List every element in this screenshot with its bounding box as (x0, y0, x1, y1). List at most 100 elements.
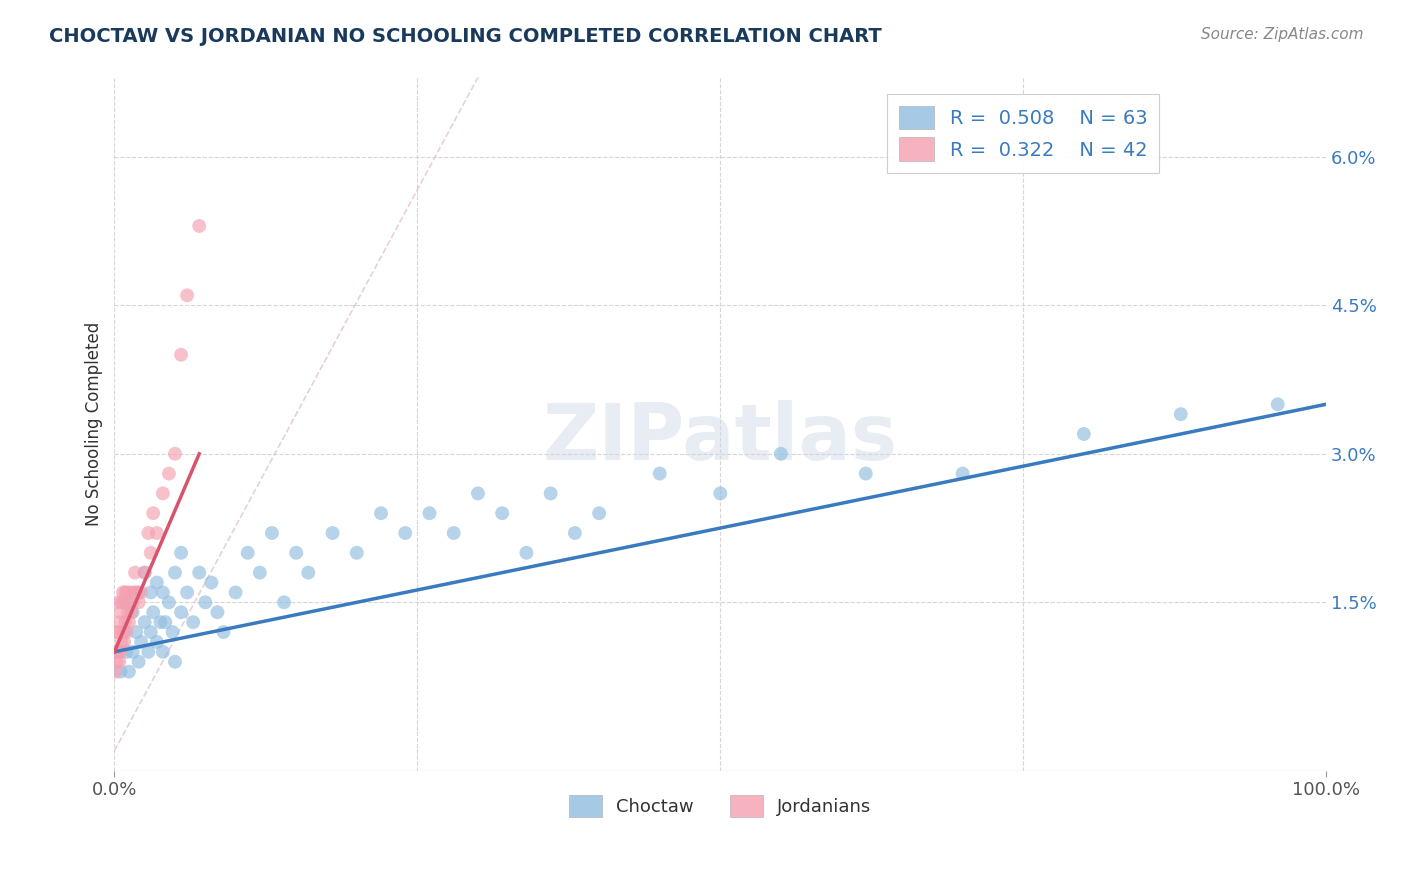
Point (138, 645, 160, 659)
Point (107, 595, 129, 609)
Point (149, 615, 172, 629)
Point (162, 625, 184, 640)
Point (648, 467, 671, 481)
Point (139, 585, 162, 599)
Point (117, 605, 139, 619)
Point (394, 526, 416, 541)
Point (115, 625, 138, 640)
Point (163, 566, 186, 580)
Point (139, 546, 162, 560)
Point (142, 605, 165, 619)
Text: Source: ZipAtlas.com: Source: ZipAtlas.com (1201, 27, 1364, 42)
Point (152, 585, 174, 599)
Point (273, 595, 295, 609)
Point (120, 585, 142, 599)
Point (115, 585, 138, 599)
Y-axis label: No Schooling Completed: No Schooling Completed (86, 322, 103, 526)
Point (110, 645, 132, 659)
Point (443, 526, 465, 541)
Point (138, 526, 160, 541)
Point (114, 585, 136, 599)
Point (297, 566, 319, 580)
Point (152, 645, 174, 659)
Point (118, 665, 141, 679)
Point (118, 615, 141, 629)
Point (112, 625, 135, 640)
Point (104, 665, 127, 679)
Point (111, 595, 134, 609)
Point (322, 526, 344, 541)
Point (121, 645, 143, 659)
Point (418, 506, 440, 520)
Point (176, 288, 198, 302)
Point (467, 486, 489, 500)
Point (769, 447, 792, 461)
Point (346, 546, 368, 560)
Point (134, 566, 156, 580)
Point (112, 595, 135, 609)
Point (249, 566, 271, 580)
Point (709, 486, 731, 500)
Point (114, 615, 136, 629)
Point (176, 585, 198, 599)
Point (236, 546, 259, 560)
Point (120, 605, 142, 619)
Point (121, 595, 143, 609)
Legend: Choctaw, Jordanians: Choctaw, Jordanians (562, 788, 879, 824)
Point (194, 595, 217, 609)
Point (207, 605, 229, 619)
Point (108, 615, 131, 629)
Point (115, 595, 138, 609)
Point (108, 655, 131, 669)
Point (146, 526, 169, 541)
Point (170, 348, 193, 362)
Point (163, 655, 186, 669)
Text: CHOCTAW VS JORDANIAN NO SCHOOLING COMPLETED CORRELATION CHART: CHOCTAW VS JORDANIAN NO SCHOOLING COMPLE… (49, 27, 882, 45)
Text: ZIPatlas: ZIPatlas (543, 400, 898, 476)
Point (285, 546, 308, 560)
Point (540, 486, 562, 500)
Point (170, 546, 193, 560)
Point (125, 625, 148, 640)
Point (188, 219, 211, 233)
Point (855, 467, 877, 481)
Point (146, 635, 169, 649)
Point (155, 615, 177, 629)
Point (588, 506, 610, 520)
Point (157, 595, 180, 609)
Point (564, 526, 586, 541)
Point (260, 526, 283, 541)
Point (105, 655, 128, 669)
Point (125, 585, 148, 599)
Point (170, 605, 193, 619)
Point (107, 645, 129, 659)
Point (128, 585, 150, 599)
Point (188, 566, 211, 580)
Point (129, 635, 152, 649)
Point (225, 585, 247, 599)
Point (134, 615, 156, 629)
Point (146, 575, 169, 590)
Point (515, 546, 537, 560)
Point (121, 605, 143, 619)
Point (491, 506, 513, 520)
Point (110, 605, 132, 619)
Point (129, 585, 152, 599)
Point (115, 645, 138, 659)
Point (104, 645, 127, 659)
Point (128, 595, 150, 609)
Point (107, 625, 129, 640)
Point (157, 467, 180, 481)
Point (952, 467, 974, 481)
Point (142, 506, 165, 520)
Point (111, 585, 134, 599)
Point (139, 625, 162, 640)
Point (212, 625, 235, 640)
Point (110, 665, 132, 679)
Point (122, 585, 145, 599)
Point (112, 635, 135, 649)
Point (128, 655, 150, 669)
Point (200, 575, 222, 590)
Point (370, 506, 392, 520)
Point (124, 566, 146, 580)
